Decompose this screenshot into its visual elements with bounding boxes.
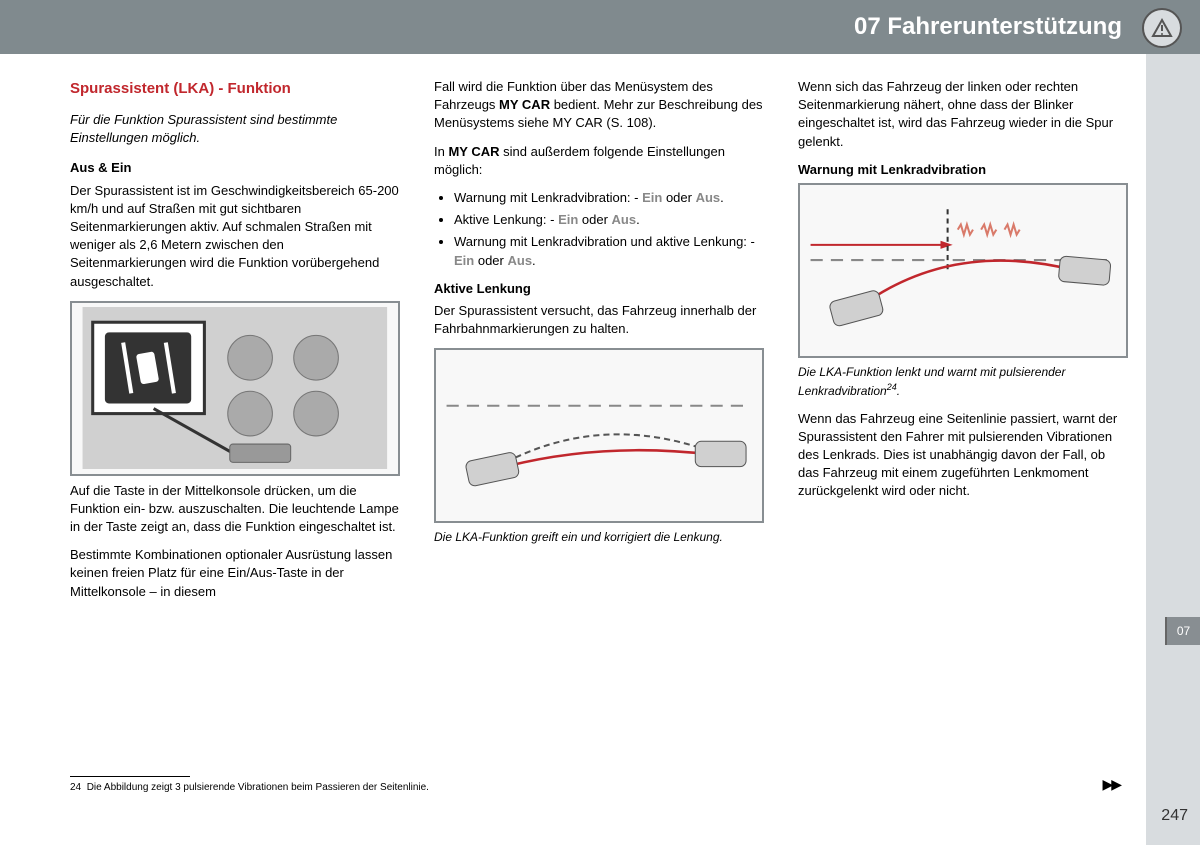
chapter-tab: 07 <box>1165 617 1200 645</box>
section-title: Spurassistent (LKA) - Funktion <box>70 78 400 99</box>
figure-caption: Die LKA-Funktion greift ein und korrigie… <box>434 529 764 546</box>
column-3: Wenn sich das Fahrzeug der linken oder r… <box>798 78 1128 795</box>
chapter-tab-label: 07 <box>1177 623 1190 640</box>
figure-console-button <box>70 301 400 476</box>
page-header: 07 Fahrerunterstützung <box>0 0 1200 54</box>
warning-triangle-icon <box>1142 8 1182 48</box>
subheading-warnung: Warnung mit Lenkradvibration <box>798 161 1128 179</box>
paragraph: Wenn sich das Fahrzeug der linken oder r… <box>798 78 1128 151</box>
column-2: Fall wird die Funktion über das Menüsyst… <box>434 78 764 795</box>
continue-icon: ▶▶ <box>1102 775 1120 795</box>
paragraph: Auf die Taste in der Mittelkonsole drück… <box>70 482 400 537</box>
paragraph: Der Spurassistent versucht, das Fahrzeug… <box>434 302 764 338</box>
subheading-aktive-lenkung: Aktive Lenkung <box>434 280 764 298</box>
chapter-title: 07 Fahrerunterstützung <box>854 10 1122 44</box>
column-1: Spurassistent (LKA) - Funktion Für die F… <box>70 78 400 795</box>
content-area: Spurassistent (LKA) - Funktion Für die F… <box>70 78 1128 795</box>
footnote-text: 24 Die Abbildung zeigt 3 pulsierende Vib… <box>70 781 429 795</box>
list-item: Warnung mit Lenkradvibration und aktive … <box>454 233 764 269</box>
paragraph: Der Spurassistent ist im Geschwindigkeit… <box>70 182 400 291</box>
list-item: Aktive Lenkung: - Ein oder Aus. <box>454 211 764 229</box>
page-number: 247 <box>1161 805 1188 827</box>
paragraph: Wenn das Fahrzeug eine Seitenlinie passi… <box>798 410 1128 501</box>
paragraph: Fall wird die Funktion über das Menüsyst… <box>434 78 764 133</box>
figure-active-steering <box>434 348 764 523</box>
paragraph: Bestimmte Kombinationen optionaler Ausrü… <box>70 546 400 601</box>
footnote-area: 24 Die Abbildung zeigt 3 pulsierende Vib… <box>70 756 429 795</box>
intro-text: Für die Funktion Spurassistent sind best… <box>70 111 400 147</box>
figure-vibration-warning <box>798 183 1128 358</box>
figure-caption: Die LKA-Funktion lenkt und warnt mit pul… <box>798 364 1128 400</box>
settings-list: Warnung mit Lenkradvibration: - Ein oder… <box>434 189 764 270</box>
subheading-aus-ein: Aus & Ein <box>70 159 400 177</box>
list-item: Warnung mit Lenkradvibration: - Ein oder… <box>454 189 764 207</box>
paragraph: In MY CAR sind außerdem folgende Einstel… <box>434 143 764 179</box>
right-sidebar <box>1146 0 1200 845</box>
footnote-separator <box>70 776 190 777</box>
